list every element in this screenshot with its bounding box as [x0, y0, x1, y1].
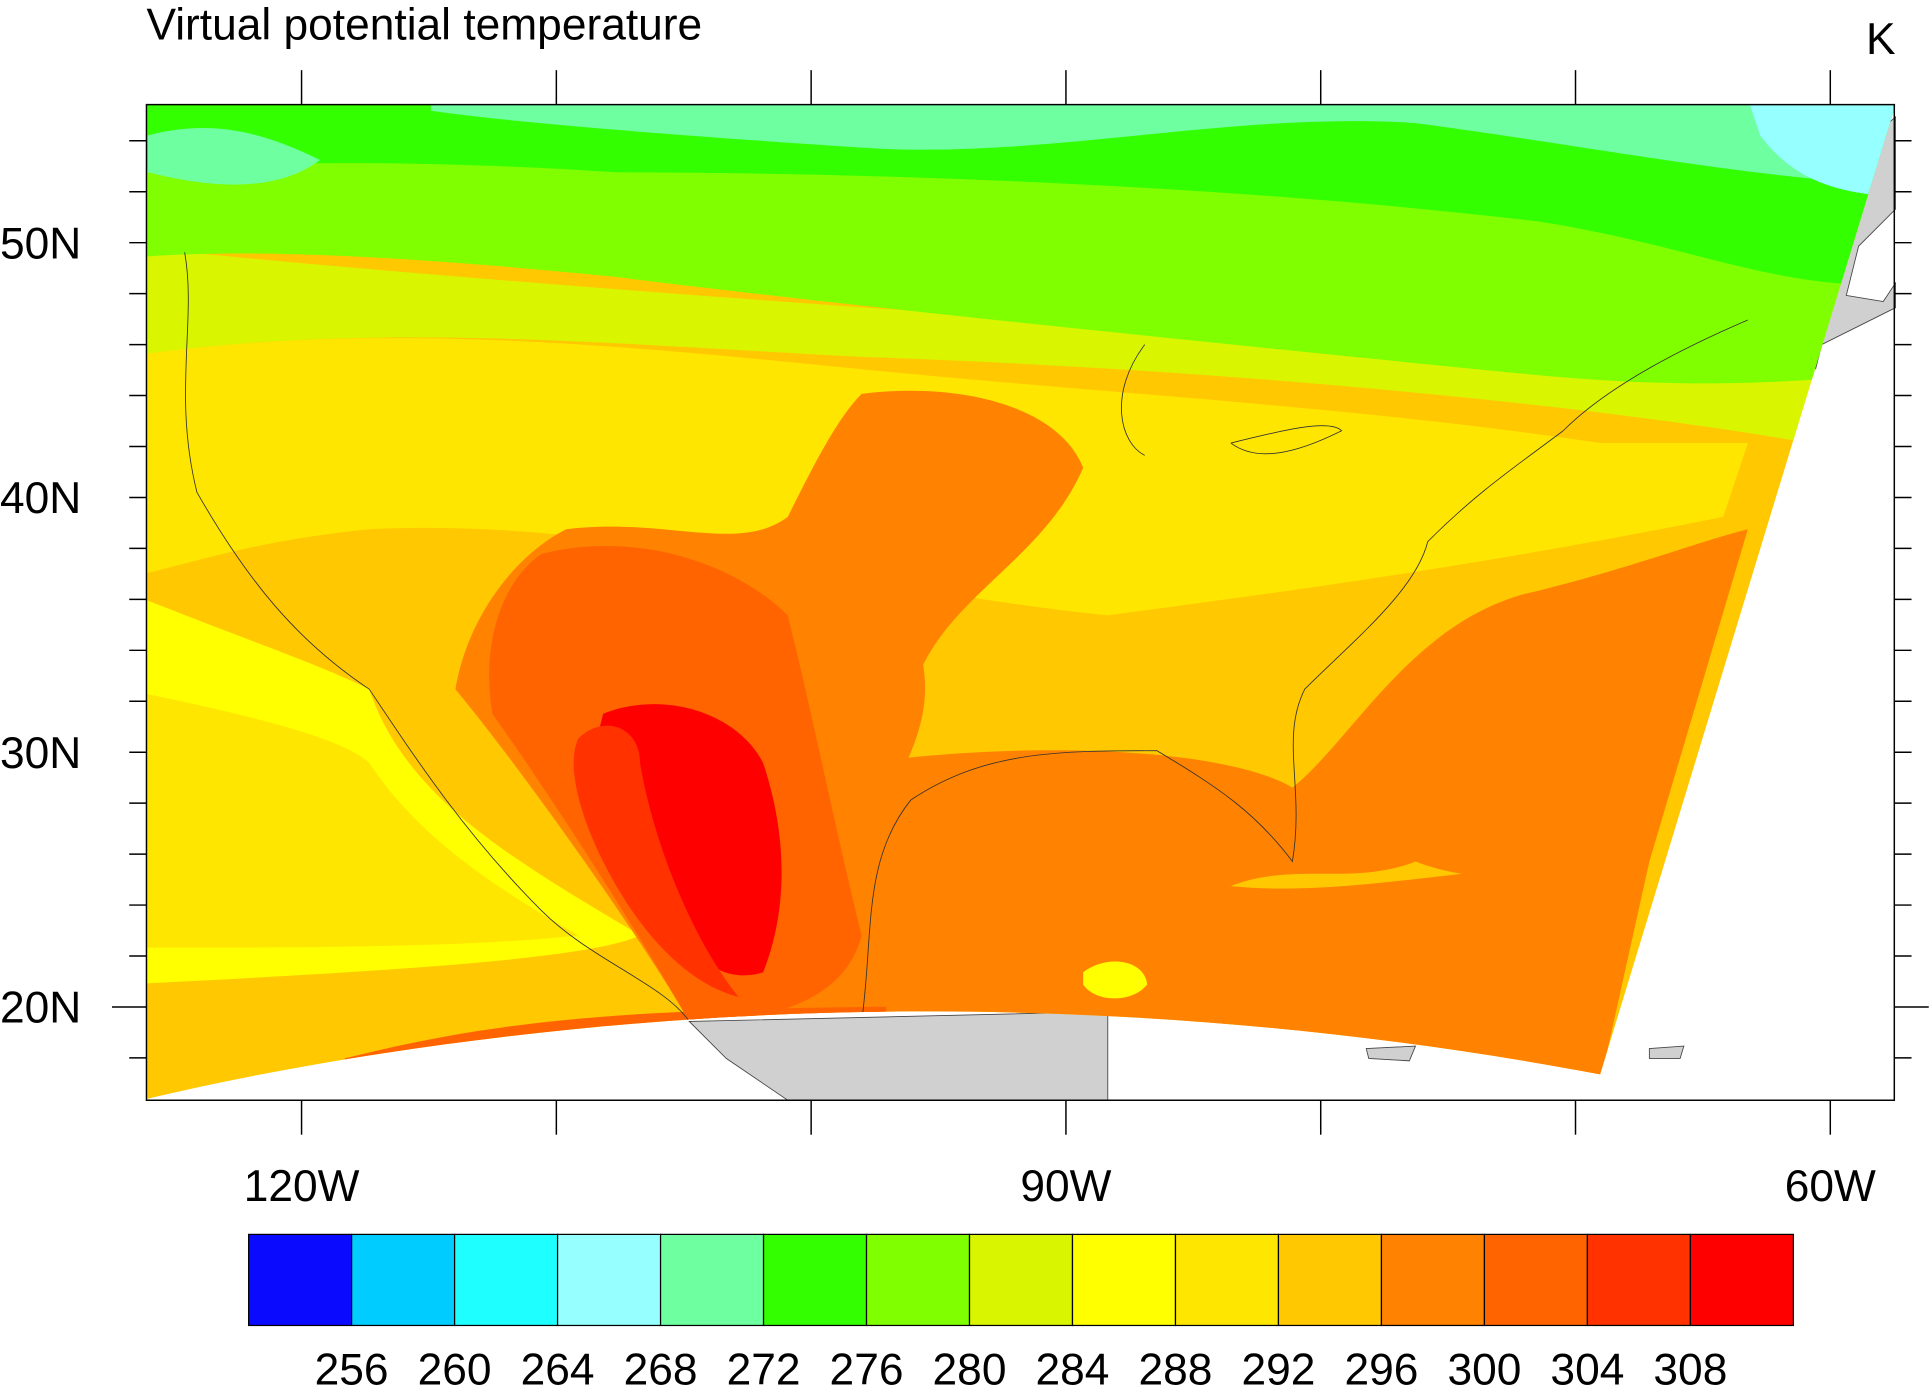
colorbar-label: 276: [830, 1346, 904, 1387]
colorbar-box: [659, 1233, 765, 1327]
map-title: Virtual potential temperature: [146, 0, 702, 49]
colorbar-box: [351, 1233, 456, 1327]
colorbar-label: 260: [418, 1346, 492, 1387]
colorbar-box: [453, 1233, 559, 1327]
colorbar-box: [248, 1233, 353, 1327]
colorbar-box: [1483, 1233, 1589, 1327]
colorbar-box: [1277, 1233, 1383, 1327]
colorbar-label: 308: [1653, 1346, 1727, 1387]
colorbar-label: 284: [1036, 1346, 1110, 1387]
colorbar-label: 256: [315, 1346, 389, 1387]
latitude-label: 30N: [0, 729, 81, 778]
colorbar-label: 292: [1241, 1346, 1315, 1387]
latitude-label: 50N: [0, 219, 81, 268]
contour-region: [1083, 961, 1148, 999]
contour-region: [146, 104, 1896, 285]
longitude-label: 120W: [244, 1162, 360, 1211]
colorbar: 256 260 264 268 272 276 280 284 288 292 296 300 304 3…: [248, 1233, 1794, 1387]
latitude-label: 40N: [0, 474, 81, 523]
colorbar-box: [1689, 1233, 1794, 1327]
colorbar-box: [968, 1233, 1074, 1327]
units-label: K: [1866, 15, 1896, 64]
colorbar-box: [1586, 1233, 1692, 1327]
colorbar-box: [865, 1233, 971, 1327]
contour-region: [573, 725, 739, 997]
colorbar-label: 264: [521, 1346, 595, 1387]
ticks: 20N 30N 40N 50N 120W 90W 60W: [0, 70, 1929, 1211]
colorbar-box: [1174, 1233, 1280, 1327]
colorbar-box: [1380, 1233, 1486, 1327]
longitude-label: 90W: [1020, 1162, 1111, 1211]
colorbar-label: 280: [933, 1346, 1007, 1387]
colorbar-box: [762, 1233, 868, 1327]
longitude-label: 60W: [1785, 1162, 1876, 1211]
contour-region: [146, 246, 1822, 444]
colorbar-label: 304: [1550, 1346, 1624, 1387]
colorbar-box: [1071, 1233, 1177, 1327]
colorbar-box: [556, 1233, 662, 1327]
colorbar-label: 272: [727, 1346, 801, 1387]
latitude-label: 20N: [0, 984, 81, 1033]
colorbar-label: 288: [1139, 1346, 1213, 1387]
land: [1365, 1045, 1685, 1062]
contour-region: [147, 128, 321, 185]
colorbar-label: 296: [1344, 1346, 1418, 1387]
contour-region: [430, 104, 1896, 185]
plot-frame: [145, 103, 1896, 1101]
colorbar-label: 268: [624, 1346, 698, 1387]
contour-region: [861, 529, 1748, 1022]
land: [688, 1011, 1109, 1101]
contour-region: [146, 689, 579, 948]
colorbar-label: 300: [1447, 1346, 1521, 1387]
coastline: [184, 252, 1749, 1022]
temperature-field: [146, 104, 1896, 1100]
